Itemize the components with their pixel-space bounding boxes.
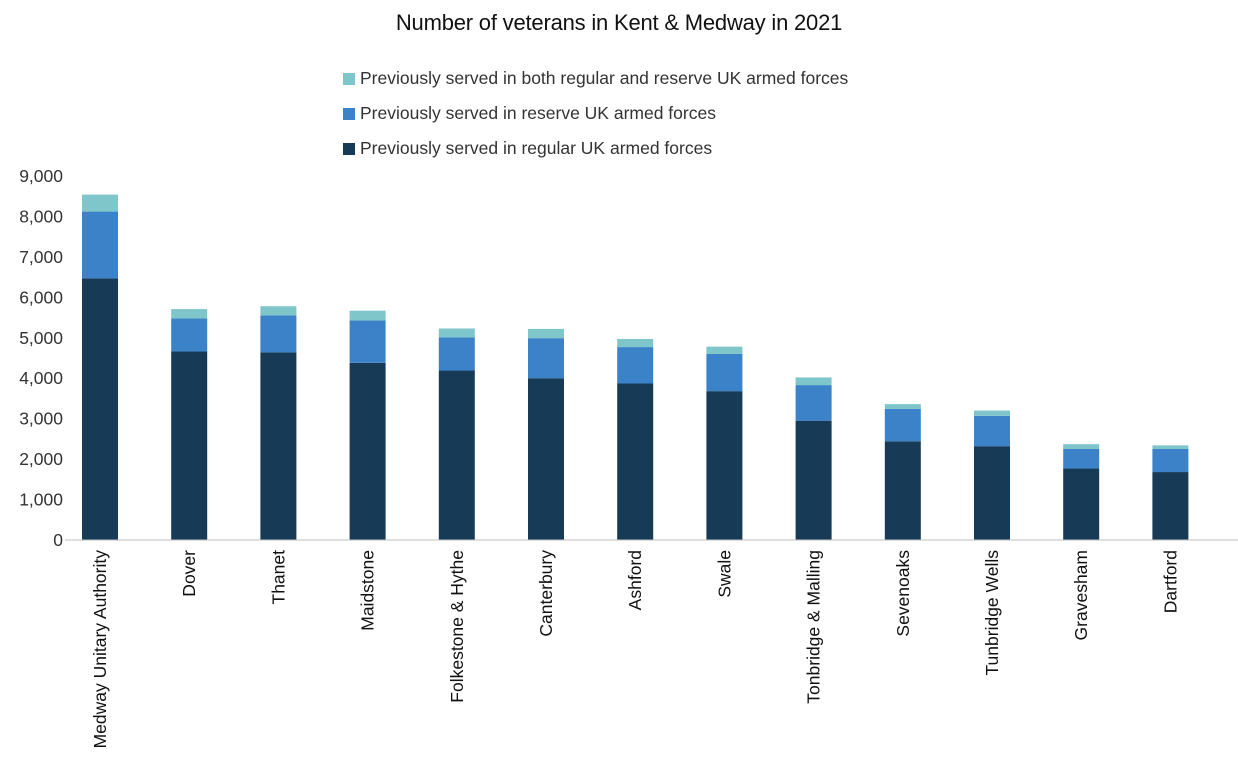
bar-segment-reserve [528,338,564,379]
bar-segment-reserve [82,211,118,279]
y-axis: 0 1,000 2,000 3,000 4,000 5,000 6,000 7,000 8,00… [19,166,63,550]
x-category-label: Canterbury [536,550,556,637]
y-tick-label: 2,000 [19,449,63,469]
bar-segment-regular [706,391,743,540]
bar-segment-regular [171,351,208,540]
x-category-label: Swale [714,550,734,598]
bar-segment-reserve [260,315,297,353]
bar-segment-reserve [349,320,386,363]
bar-segment-reserve [884,408,921,442]
bar-segment-reserve [706,353,743,392]
bar-segment-both [1152,445,1189,449]
bar-segment-regular [795,420,832,540]
bar-segment-reserve [1152,449,1189,473]
legend-item-reserve: Previously served in reserve UK armed fo… [343,96,848,131]
chart-legend: Previously served in both regular and re… [343,61,848,166]
bar-segment-regular [438,370,475,540]
x-category-label: Medway Unitary Authority [90,550,110,749]
x-category-label: Dover [179,550,199,597]
x-category-label: Gravesham [1071,550,1091,640]
bar-segment-regular [974,446,1010,540]
x-category-label: Dartford [1160,550,1180,613]
bar-segment-regular [528,378,564,540]
bar-segment-reserve [617,347,654,384]
bar-segment-regular [1063,468,1100,540]
y-tick-label: 9,000 [19,166,63,186]
y-tick-label: 3,000 [19,409,63,429]
x-category-label: Thanet [268,550,288,605]
bar-segment-both [974,410,1010,416]
y-tick-label: 4,000 [19,368,63,388]
bar-segment-regular [260,352,297,540]
bar-segment-reserve [795,385,832,421]
legend-swatch-reserve [343,107,355,120]
bar-segment-both [1063,444,1100,449]
y-tick-label: 1,000 [19,490,63,510]
bar-segment-both [349,310,386,321]
x-axis-labels: Medway Unitary Authority Dover Thanet Maids… [90,550,1180,749]
x-category-label: Tunbridge Wells [982,550,1002,676]
y-tick-label: 6,000 [19,287,63,307]
bar-segment-reserve [171,318,208,352]
legend-label-regular: Previously served in regular UK armed fo… [360,138,713,158]
legend-swatch-both [343,72,355,85]
bar-segment-regular [349,362,386,540]
bar-segment-reserve [1063,449,1100,469]
legend-label-reserve: Previously served in reserve UK armed fo… [360,103,716,123]
x-category-label: Folkestone & Hythe [447,550,467,703]
bar-segment-regular [617,383,654,540]
bar-segment-both [260,306,297,316]
bar-segment-both [884,404,921,409]
x-category-label: Sevenoaks [893,550,913,637]
y-tick-label: 5,000 [19,328,63,348]
bar-segment-reserve [438,337,475,371]
bar-segment-reserve [974,415,1010,447]
x-category-label: Maidstone [358,550,378,631]
x-category-label: Ashford [625,550,645,610]
bars [82,194,1189,540]
legend-item-regular: Previously served in regular UK armed fo… [343,131,848,166]
legend-label-both: Previously served in both regular and re… [360,68,849,88]
bar-segment-both [82,194,118,212]
y-tick-label: 8,000 [19,206,63,226]
bar-segment-both [171,309,208,319]
bar-segment-both [438,328,475,338]
bar-segment-both [706,346,743,354]
bar-segment-both [795,377,832,386]
legend-item-both: Previously served in both regular and re… [343,61,848,96]
chart-title: Number of veterans in Kent & Medway in 2… [395,10,843,35]
bar-segment-both [528,328,564,339]
y-tick-label: 7,000 [19,247,63,267]
bar-segment-regular [1152,472,1189,540]
x-category-label: Tonbridge & Malling [804,550,824,704]
bar-segment-regular [82,278,118,540]
bar-segment-both [617,338,654,348]
bar-segment-regular [884,441,921,540]
y-tick-label: 0 [53,530,63,550]
legend-swatch-regular [343,142,355,155]
